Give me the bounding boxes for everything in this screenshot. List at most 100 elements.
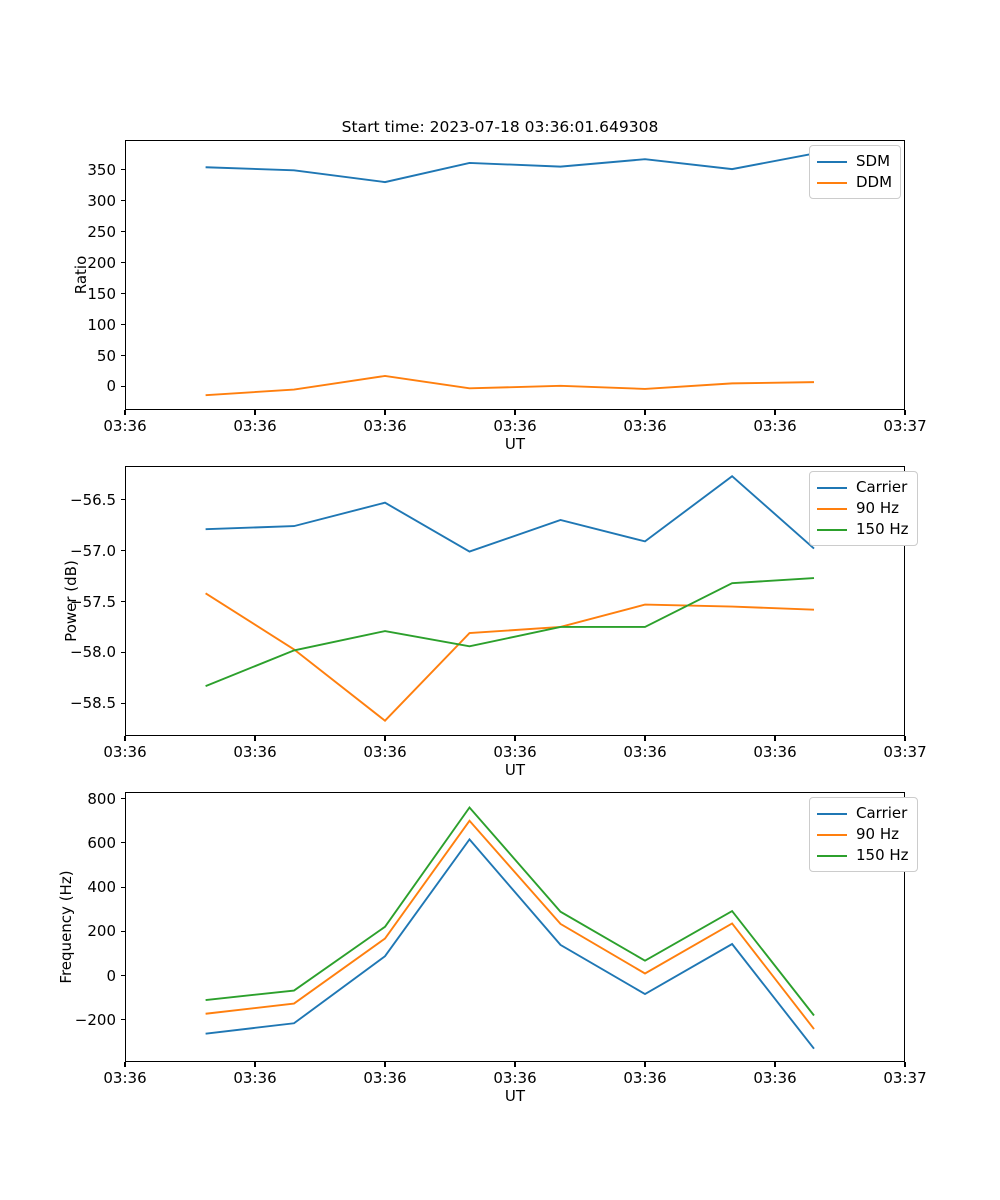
xtick-label: 03:36 xyxy=(233,1069,277,1087)
legend-item-150hz-power[interactable]: 150 Hz xyxy=(817,519,909,540)
series-line-90-hz xyxy=(205,592,815,722)
xtick-label: 03:36 xyxy=(623,1069,667,1087)
xtick-label: 03:36 xyxy=(363,417,407,435)
xtick-label: 03:36 xyxy=(493,743,537,761)
legend-power[interactable]: Carrier 90 Hz 150 Hz xyxy=(809,471,918,546)
xtick-label: 03:36 xyxy=(103,417,147,435)
xtick-mark xyxy=(384,1062,386,1067)
ytick-mark xyxy=(120,550,125,552)
series-line-carrier xyxy=(205,474,815,553)
xtick-label: 03:37 xyxy=(883,417,927,435)
ytick-label: −58.5 xyxy=(70,694,116,713)
xtick-label: 03:36 xyxy=(493,1069,537,1087)
legend-item-150hz-frequency[interactable]: 150 Hz xyxy=(817,845,909,866)
series-line-ddm xyxy=(205,374,815,397)
ytick-mark xyxy=(120,293,125,295)
xtick-mark xyxy=(254,410,256,415)
ytick-label: 200 xyxy=(87,922,116,941)
ytick-label: 300 xyxy=(87,191,116,210)
xtick-mark xyxy=(904,1062,906,1067)
legend-label-90hz-power: 90 Hz xyxy=(856,499,900,517)
ytick-label: 250 xyxy=(87,222,116,241)
ytick-mark xyxy=(120,798,125,800)
ytick-label: 100 xyxy=(87,315,116,334)
ytick-mark xyxy=(120,1019,125,1021)
legend-item-sdm[interactable]: SDM xyxy=(817,151,892,172)
ytick-mark xyxy=(120,200,125,202)
xtick-label: 03:36 xyxy=(363,1069,407,1087)
legend-item-90hz-frequency[interactable]: 90 Hz xyxy=(817,824,909,845)
legend-item-carrier-frequency[interactable]: Carrier xyxy=(817,803,909,824)
plot-area-power xyxy=(125,466,905,736)
ytick-mark xyxy=(120,651,125,653)
legend-line-icon-90hz xyxy=(817,507,847,510)
legend-label-150hz-frequency: 150 Hz xyxy=(856,846,909,864)
ytick-mark xyxy=(120,842,125,844)
series-line-sdm xyxy=(205,152,815,184)
xtick-label: 03:37 xyxy=(883,1069,927,1087)
ytick-label: 800 xyxy=(87,789,116,808)
ytick-label: −57.5 xyxy=(70,592,116,611)
xtick-mark xyxy=(644,410,646,415)
xaxis-label-power: UT xyxy=(504,761,526,779)
xtick-mark xyxy=(774,410,776,415)
legend-frequency[interactable]: Carrier 90 Hz 150 Hz xyxy=(809,797,918,872)
series-line-carrier xyxy=(205,837,815,1050)
plot-area-ratio xyxy=(125,140,905,410)
ytick-label: 0 xyxy=(106,966,116,985)
ytick-mark xyxy=(120,262,125,264)
legend-label-150hz-power: 150 Hz xyxy=(856,520,909,538)
legend-label-90hz-frequency: 90 Hz xyxy=(856,825,900,843)
series-line-150-hz xyxy=(205,577,815,687)
ytick-label: −58.0 xyxy=(70,643,116,662)
legend-item-carrier-power[interactable]: Carrier xyxy=(817,477,909,498)
legend-line-icon-150hz xyxy=(817,854,847,857)
ytick-mark xyxy=(120,323,125,326)
xtick-mark xyxy=(514,410,516,415)
legend-label-carrier-frequency: Carrier xyxy=(856,804,908,822)
series-line-90-hz xyxy=(205,819,815,1030)
legend-line-icon-90hz xyxy=(817,833,847,836)
ytick-label: −56.5 xyxy=(70,490,116,509)
xtick-mark xyxy=(774,736,776,741)
xaxis-label-ratio: UT xyxy=(504,435,526,453)
ytick-mark xyxy=(120,930,125,932)
series-line-150-hz xyxy=(205,805,815,1017)
ytick-label: 50 xyxy=(96,346,116,365)
xtick-label: 03:36 xyxy=(233,417,277,435)
ytick-label: 200 xyxy=(87,253,116,272)
xtick-mark xyxy=(384,736,386,741)
legend-line-icon-sdm xyxy=(817,160,847,163)
xaxis-label-frequency: UT xyxy=(504,1087,526,1105)
legend-label-sdm: SDM xyxy=(856,152,891,170)
xtick-label: 03:36 xyxy=(753,743,797,761)
legend-line-icon-carrier xyxy=(817,486,847,489)
ytick-label: 350 xyxy=(87,160,116,179)
ytick-mark xyxy=(120,499,125,501)
legend-item-90hz-power[interactable]: 90 Hz xyxy=(817,498,909,519)
legend-line-icon-ddm xyxy=(817,181,847,184)
ytick-mark xyxy=(120,354,125,357)
xtick-mark xyxy=(774,1062,776,1067)
xtick-mark xyxy=(644,1062,646,1067)
xtick-label: 03:37 xyxy=(883,743,927,761)
ytick-mark xyxy=(120,975,125,977)
xtick-mark xyxy=(644,736,646,741)
legend-item-ddm[interactable]: DDM xyxy=(817,172,892,193)
ytick-label: 150 xyxy=(87,284,116,303)
legend-label-carrier-power: Carrier xyxy=(856,478,908,496)
xtick-label: 03:36 xyxy=(623,417,667,435)
xtick-label: 03:36 xyxy=(753,1069,797,1087)
ytick-label: 0 xyxy=(106,377,116,396)
legend-ratio[interactable]: SDM DDM xyxy=(809,145,902,199)
xtick-label: 03:36 xyxy=(233,743,277,761)
figure-title: Start time: 2023-07-18 03:36:01.649308 xyxy=(341,118,659,136)
ytick-mark xyxy=(120,231,125,233)
xtick-mark xyxy=(254,1062,256,1067)
xtick-mark xyxy=(124,736,126,741)
xtick-label: 03:36 xyxy=(363,743,407,761)
xtick-label: 03:36 xyxy=(103,743,147,761)
